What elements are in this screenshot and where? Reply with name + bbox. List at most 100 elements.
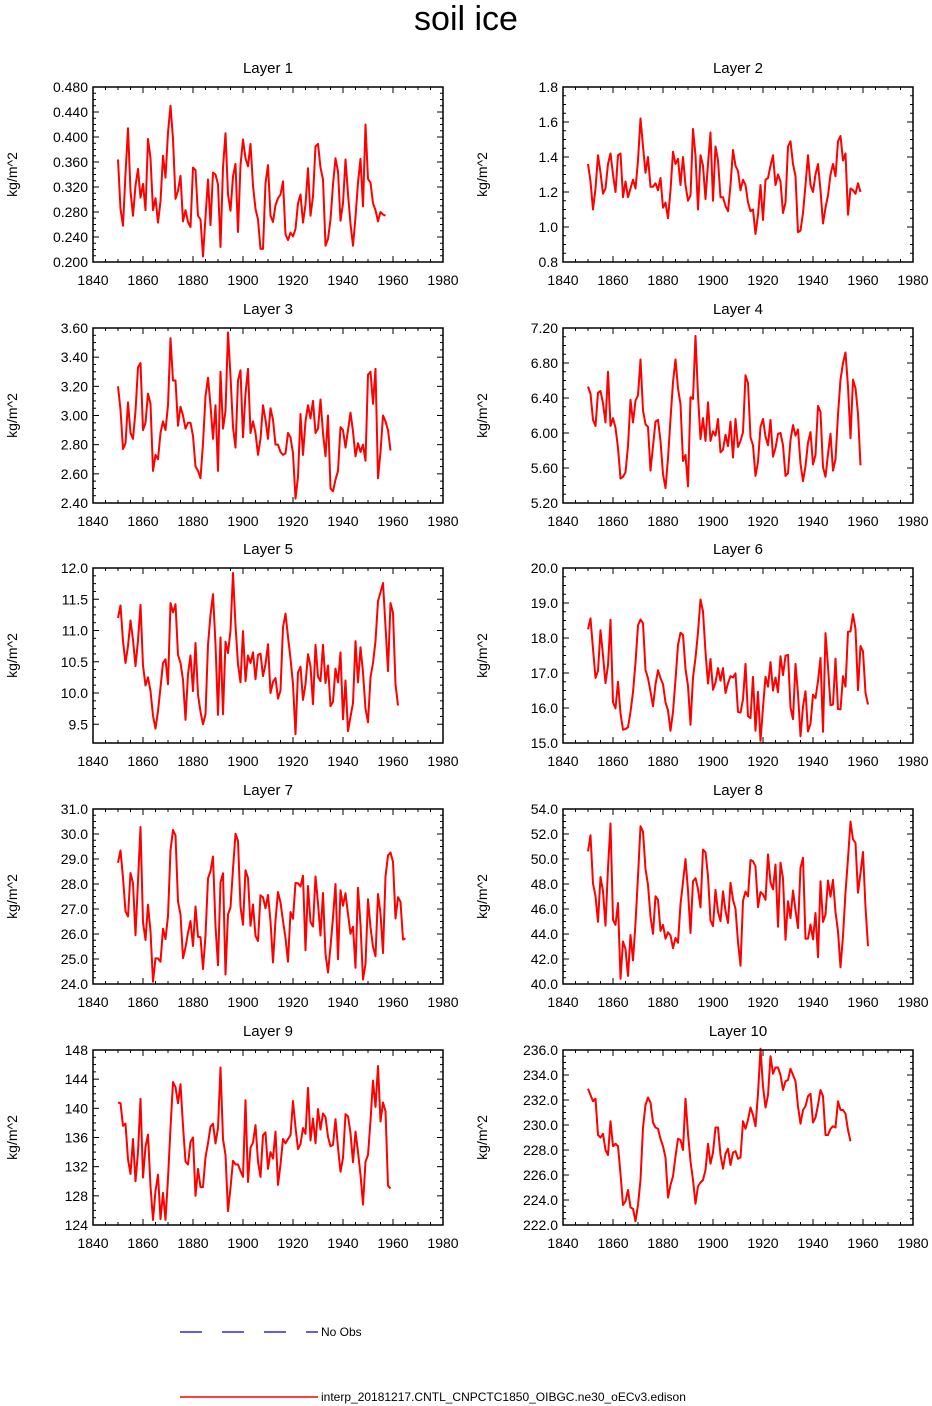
chart-3-ylabel: kg/m^2 [4,393,20,438]
chart-2: 1840 1860 1880 1900 1920 1940 1960 1980 0.8 1.0 1.… [474,60,929,288]
chart-8-ylabel: kg/m^2 [474,874,490,919]
chart-8-xtick-label: 1980 [897,994,928,1010]
chart-2-xtick-label: 1900 [697,272,728,288]
chart-1-ytick-label: 0.440 [53,104,88,120]
chart-10-xtick-label: 1980 [897,1235,928,1251]
chart-8-series-line [587,820,869,980]
chart-10-xtick-label: 1960 [847,1235,878,1251]
chart-2-ytick-label: 1.2 [539,184,559,200]
legend: No Obs interp_20181217.CNTL_CNPCTC1850_O… [180,1325,686,1404]
chart-4-xtick-label: 1860 [597,513,628,529]
chart-6-ytick-label: 15.0 [531,735,558,751]
chart-3-xtick-label: 1860 [127,513,158,529]
chart-9-ytick-label: 124 [65,1217,89,1233]
chart-2-xtick-label: 1940 [797,272,828,288]
chart-1-xtick-label: 1920 [277,272,308,288]
chart-8-xtick-label: 1840 [547,994,578,1010]
chart-4-series-line [587,334,862,490]
chart-3: 1840 1860 1880 1900 1920 1940 1960 1980 2.40 2.60… [4,301,459,529]
chart-5-xtick-label: 1920 [277,753,308,769]
chart-8-ytick-label: 48.0 [531,876,558,892]
chart-6-xtick-label: 1860 [597,753,628,769]
chart-7-xtick-label: 1980 [427,994,458,1010]
chart-9-xtick-label: 1980 [427,1235,458,1251]
chart-6: 1840 1860 1880 1900 1920 1940 1960 1980 15.0 16.0… [474,541,929,769]
chart-6-xtick-label: 1980 [897,753,928,769]
chart-1-xtick-label: 1880 [177,272,208,288]
chart-7-ytick-label: 28.0 [61,876,88,892]
chart-7-ytick-label: 27.0 [61,901,88,917]
chart-4-frame [562,327,914,504]
chart-5-xtick-label: 1960 [377,753,408,769]
chart-9-xtick-label: 1900 [227,1235,258,1251]
chart-10-ytick-label: 224.0 [523,1192,558,1208]
chart-9-frame [92,1049,444,1226]
chart-5-xtick-label: 1860 [127,753,158,769]
chart-2-xtick-label: 1880 [647,272,678,288]
chart-3-ytick-label: 3.00 [61,408,88,424]
chart-1-xtick-label: 1900 [227,272,258,288]
chart-9-ytick-label: 132 [65,1159,89,1175]
chart-5-ytick-label: 10.0 [61,685,88,701]
chart-4-xtick-label: 1900 [697,513,728,529]
chart-10-title: Layer 10 [709,1023,767,1040]
chart-5-xtick-label: 1980 [427,753,458,769]
chart-10-series-line [587,1047,852,1223]
chart-10-xtick-label: 1920 [747,1235,778,1251]
chart-9-ytick-label: 136 [65,1130,89,1146]
chart-5: 1840 1860 1880 1900 1920 1940 1960 1980 9.5 10.0 1… [4,541,459,769]
chart-2-ytick-label: 0.8 [539,254,559,270]
chart-10-xtick-label: 1900 [697,1235,728,1251]
chart-1-ytick-label: 0.320 [53,179,88,195]
chart-7-xtick-label: 1960 [377,994,408,1010]
chart-9-title: Layer 9 [243,1023,293,1040]
legend-model: interp_20181217.CNTL_CNPCTC1850_OIBGC.ne… [180,1390,686,1404]
chart-6-ytick-label: 18.0 [531,630,558,646]
chart-2-ylabel: kg/m^2 [474,152,490,197]
chart-1: 1840 1860 1880 1900 1920 1940 1960 1980 0.200 0.2… [4,60,459,288]
chart-10-xtick-label: 1860 [597,1235,628,1251]
chart-1-title: Layer 1 [243,60,293,77]
chart-6-xtick-label: 1880 [647,753,678,769]
chart-2-xtick-label: 1980 [897,272,928,288]
chart-10-frame [562,1049,914,1226]
chart-6-xtick-label: 1840 [547,753,578,769]
chart-10-ytick-label: 226.0 [523,1167,558,1183]
chart-9-ytick-label: 140 [65,1100,89,1116]
chart-4-ytick-label: 5.60 [531,460,558,476]
chart-9-xtick-label: 1960 [377,1235,408,1251]
chart-3-ytick-label: 3.20 [61,378,88,394]
chart-1-xtick-label: 1980 [427,272,458,288]
chart-10-ytick-label: 230.0 [523,1117,558,1133]
chart-6-ytick-label: 16.0 [531,700,558,716]
chart-3-xtick-label: 1840 [77,513,108,529]
chart-4-ytick-label: 6.40 [531,390,558,406]
chart-4-ytick-label: 7.20 [531,320,558,336]
main-title: soil ice [414,0,518,38]
chart-9: 1840 1860 1880 1900 1920 1940 1960 1980 124 128 13… [4,1023,459,1251]
chart-1-xtick-label: 1940 [327,272,358,288]
chart-9-series-line [117,1065,392,1221]
chart-2-ytick-label: 1.0 [539,219,559,235]
chart-7-series-line [117,826,406,983]
chart-8-title: Layer 8 [713,782,763,799]
chart-1-ytick-label: 0.200 [53,254,88,270]
chart-5-title: Layer 5 [243,541,293,558]
chart-2-ytick-label: 1.8 [539,79,559,95]
chart-10-ytick-label: 228.0 [523,1142,558,1158]
chart-7: 1840 1860 1880 1900 1920 1940 1960 1980 24.0 25.0… [4,782,459,1010]
chart-10-ylabel: kg/m^2 [474,1115,490,1160]
chart-2-series-line [587,117,862,235]
chart-8-frame [562,808,914,985]
chart-9-ytick-label: 128 [65,1188,89,1204]
chart-5-ytick-label: 10.5 [61,654,88,670]
chart-8-xtick-label: 1860 [597,994,628,1010]
chart-5-xtick-label: 1880 [177,753,208,769]
chart-1-xtick-label: 1860 [127,272,158,288]
chart-7-xtick-label: 1900 [227,994,258,1010]
chart-7-ytick-label: 26.0 [61,926,88,942]
chart-7-xtick-label: 1920 [277,994,308,1010]
chart-6-xtick-label: 1960 [847,753,878,769]
chart-4-xtick-label: 1960 [847,513,878,529]
